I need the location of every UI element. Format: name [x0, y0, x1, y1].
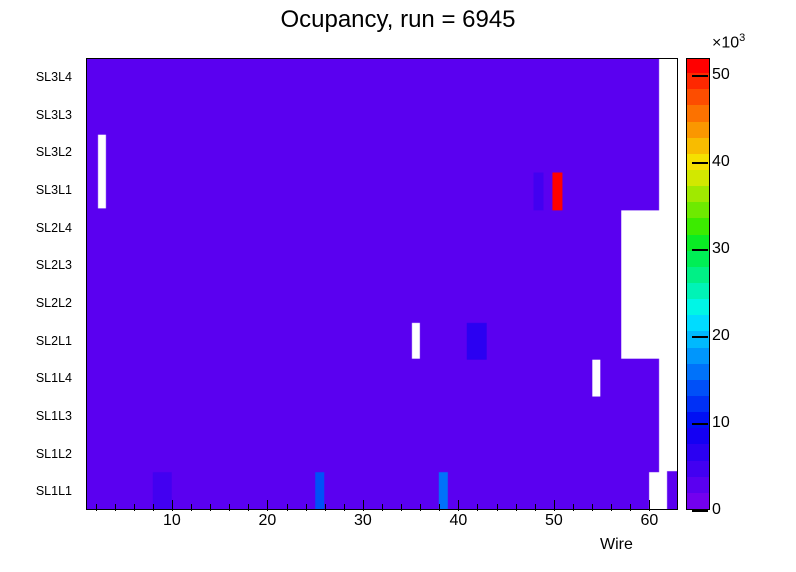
colorbar-band-1: [687, 476, 709, 493]
colorbar-band-0: [687, 492, 709, 509]
plot-area[interactable]: [86, 58, 678, 510]
heatmap-canvas[interactable]: [87, 59, 677, 509]
colorbar-labels: 0 10 20 30 40 50: [712, 58, 792, 518]
colorbar-band-26: [687, 72, 709, 90]
colorbar-tick-0: [692, 510, 708, 512]
colorbar-band-17: [687, 217, 709, 235]
colorbar-label-10: 10: [712, 414, 730, 432]
x-axis-label-30: 30: [353, 512, 372, 529]
y-axis-label-sl3l3: SL3L3: [35, 107, 72, 122]
colorbar-band-10: [687, 330, 709, 348]
y-axis-label-sl3l2: SL3L2: [35, 145, 72, 160]
colorbar-band-8: [687, 363, 709, 380]
colorbar-band-22: [687, 137, 709, 154]
colorbar-band-7: [687, 379, 709, 396]
y-axis-label-sl2l2: SL2L2: [35, 295, 72, 310]
colorbar-band-13: [687, 282, 709, 300]
colorbar-label-40: 40: [712, 153, 730, 171]
colorbar-exponent: ×103: [712, 32, 745, 52]
colorbar-band-9: [687, 346, 709, 364]
x-axis-label-40: 40: [449, 512, 468, 529]
colorbar-band-5: [687, 411, 709, 429]
y-axis-label-sl1l3: SL1L3: [35, 408, 72, 423]
y-axis-label-sl2l3: SL2L3: [35, 258, 72, 273]
colorbar-label-30: 30: [712, 240, 730, 258]
colorbar-exponent-base: ×10: [712, 34, 740, 52]
colorbar-wrap: [686, 58, 710, 510]
colorbar-band-20: [687, 169, 709, 187]
y-axis-label-sl2l1: SL2L1: [35, 333, 72, 348]
colorbar-band-21: [687, 153, 709, 170]
colorbar-band-23: [687, 120, 709, 138]
colorbar-band-11: [687, 314, 709, 332]
colorbar-band-4: [687, 427, 709, 445]
colorbar-band-14: [687, 266, 709, 283]
x-axis-labels: 10 20 30 40 50 60: [86, 512, 678, 534]
colorbar-label-20: 20: [712, 327, 730, 345]
y-axis-label-sl1l2: SL1L2: [35, 446, 72, 461]
y-axis-label-sl2l4: SL2L4: [35, 220, 72, 235]
y-axis-labels: SL1L1 SL1L2 SL1L3 SL1L4 SL2L1 SL2L2 SL2L3 SL2L4…: [0, 58, 80, 510]
y-axis-label-sl1l4: SL1L4: [35, 371, 72, 386]
colorbar-label-0: 0: [712, 501, 721, 518]
colorbar-band-18: [687, 201, 709, 219]
colorbar[interactable]: [686, 58, 710, 510]
colorbar-band-15: [687, 250, 709, 267]
colorbar-band-12: [687, 298, 709, 316]
colorbar-band-19: [687, 185, 709, 203]
y-axis-label-sl3l1: SL3L1: [35, 182, 72, 197]
colorbar-exponent-power: 3: [739, 32, 746, 44]
page-title: Ocupancy, run = 6945: [280, 6, 516, 33]
x-axis-label-50: 50: [544, 512, 563, 529]
colorbar-band-25: [687, 88, 709, 106]
x-axis-label-60: 60: [640, 512, 659, 529]
y-axis-label-sl1l1: SL1L1: [35, 484, 72, 499]
x-axis-label-10: 10: [163, 512, 181, 529]
colorbar-band-16: [687, 233, 709, 251]
colorbar-label-50: 50: [712, 66, 730, 84]
y-axis-label-sl3l4: SL3L4: [35, 69, 72, 84]
colorbar-band-24: [687, 104, 709, 122]
x-axis-label-20: 20: [258, 512, 277, 529]
colorbar-band-2: [687, 459, 709, 477]
colorbar-band-6: [687, 395, 709, 413]
colorbar-band-3: [687, 443, 709, 461]
x-axis-title: Wire: [600, 536, 633, 553]
colorbar-band-27: [687, 59, 709, 74]
